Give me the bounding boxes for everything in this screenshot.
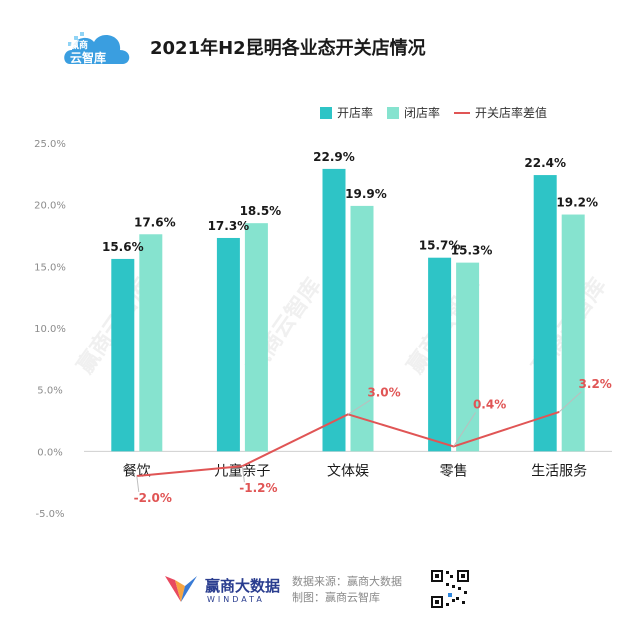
data-label-open: 15.6% [102,240,144,254]
y-tick-label: 10.0% [34,324,66,335]
bar-close [456,262,480,452]
y-tick-label: -5.0% [35,509,64,520]
bar-close [244,223,268,452]
data-label-close: 18.5% [240,204,282,218]
diff-leader-line [453,412,477,447]
category-label: 文体娱 [327,463,369,479]
data-label-diff: 0.4% [473,397,506,411]
legend-swatch-close [387,106,400,119]
bar-open [216,237,240,452]
qr-code-icon [430,569,470,609]
made-line: 制图：赢商云智库 [292,591,380,604]
legend-swatch-open [320,106,332,119]
y-tick-label: 15.0% [34,262,66,273]
data-label-diff: 3.2% [579,377,612,391]
logo-text: 赢商 云智库 [70,41,107,65]
data-label-diff: -1.2% [239,481,277,495]
diff-leader-line [136,475,140,493]
data-label-close: 19.9% [345,187,387,201]
legend-item-open: 开店率 [320,104,373,121]
category-label: 生活服务 [531,463,587,479]
chart-title: 2021年H2昆明各业态开关店情况 [150,38,426,59]
y-tick-label: 20.0% [34,201,66,212]
data-label-open: 22.9% [313,150,355,164]
bar-close [139,234,163,452]
bar-open [111,258,135,452]
source-line: 数据来源：赢商大数据 [292,575,402,588]
category-label: 儿童亲子 [214,462,270,479]
bar-open [322,168,346,452]
legend-swatch-diff [454,111,471,114]
windata-logo-icon [165,576,197,602]
bar-close [561,214,585,452]
diff-leader-line [347,399,371,415]
data-label-close: 17.6% [134,215,176,229]
y-tick-label: 0.0% [37,447,62,458]
cloud-logo-icon [64,32,130,64]
bar-open [533,175,557,452]
legend: 开店率 闭店率 开关店率差值 [320,104,561,121]
bar-open [428,257,452,452]
bar-close [350,205,374,452]
y-tick-label: 25.0% [34,139,66,150]
data-label-close: 15.3% [451,244,493,258]
data-label-diff: -2.0% [134,491,172,505]
data-label-close: 19.2% [556,196,598,210]
footer-brand-sub: WINDATA [207,595,265,604]
diff-leader-line [241,466,245,483]
data-label-open: 15.7% [419,239,461,253]
data-label-open: 17.3% [208,219,250,233]
source-note: 数据来源：赢商大数据 制图：赢商云智库 [292,574,402,606]
legend-item-diff: 开关店率差值 [454,104,547,121]
data-label-diff: 3.0% [367,385,400,399]
y-tick-label: 5.0% [37,386,62,397]
category-label: 零售 [440,463,468,479]
diff-leader-line [558,391,582,413]
legend-item-close: 闭店率 [387,104,440,121]
footer-brand: 赢商大数据 [205,577,281,595]
data-label-open: 22.4% [524,156,566,170]
